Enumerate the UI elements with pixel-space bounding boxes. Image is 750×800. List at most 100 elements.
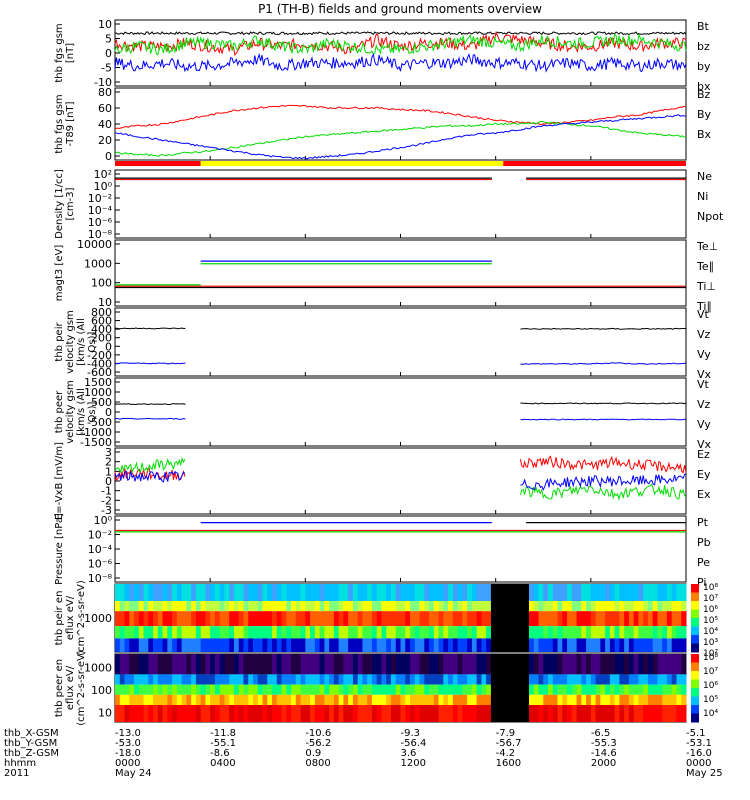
spectro-cell [167, 654, 173, 675]
footer-value-0-4: -7.9 [496, 728, 516, 739]
spectro-cell [581, 601, 587, 612]
spectro-cell [333, 638, 340, 652]
spectro-cell [191, 694, 197, 705]
spectro-cell [224, 654, 230, 675]
spectro-gap [495, 584, 501, 652]
series-fgs_smoothed-By [114, 120, 686, 157]
spectro-cell [219, 626, 225, 639]
spectro-cell [129, 611, 135, 627]
spectro-cell [172, 694, 178, 705]
spectro-cell [548, 626, 554, 639]
spectro-cell [395, 705, 401, 722]
legend-pressure: Pt [697, 516, 709, 529]
spectro-cell [281, 705, 287, 722]
colorbar-label: 10³ [703, 638, 718, 648]
spectro-cell [410, 684, 416, 695]
spectro-cell [191, 626, 197, 639]
spectro-cell [343, 694, 349, 705]
spectro-cell [448, 705, 454, 722]
spectro-cell [262, 694, 268, 705]
spectro-cell [272, 584, 278, 601]
spectro-cell [576, 694, 582, 705]
spectro-cell [405, 654, 411, 675]
spectro-cell [229, 584, 235, 601]
spectro-cell [586, 638, 592, 652]
spectro-cell [543, 705, 549, 722]
spectro-cell [134, 638, 140, 652]
spectro-cell [157, 694, 164, 705]
spectro-cell [666, 601, 673, 612]
spectro-cell [329, 601, 335, 612]
spectro-cell [676, 684, 682, 695]
spectro-cell [343, 601, 349, 612]
spectro-cell [157, 601, 164, 612]
spectro-cell [433, 638, 440, 652]
spectro-cell [286, 626, 292, 639]
spectro-cell [386, 705, 392, 722]
spectro-cell [567, 684, 573, 695]
spectro-cell [157, 584, 164, 601]
spectro-cell [115, 611, 121, 627]
spectro-cell [219, 638, 225, 652]
spectro-cell [319, 584, 325, 601]
ytick-label-fgs_smoothed: 40 [98, 118, 112, 131]
spectro-cell [486, 611, 492, 627]
spectro-cell [643, 674, 649, 685]
spectro-cell [457, 654, 463, 675]
spectro-cell [390, 584, 397, 601]
spectro-cell [329, 654, 335, 675]
spectro-cell [229, 654, 235, 675]
spectro-cell [533, 654, 539, 675]
spectro-cell [528, 611, 535, 627]
spectro-cell [291, 674, 297, 685]
spectro-cell [352, 611, 359, 627]
spectro-cell [143, 694, 149, 705]
colorbar-peir-segment [691, 643, 699, 653]
colorbar-peer-segment [691, 662, 699, 672]
spectro-cell [405, 638, 411, 652]
legend-pressure: Pe [697, 556, 710, 569]
spectro-cell [562, 638, 568, 652]
spectro-cell [671, 638, 677, 652]
ylabel-peer_eflux: (cm^2-s-sr-eV) [76, 650, 87, 726]
spectro-cell [362, 611, 368, 627]
spectro-cell [153, 638, 159, 652]
spectro-cell [586, 654, 592, 675]
spectro-cell [581, 684, 587, 695]
colorbar-label: 10⁸ [703, 583, 718, 593]
spectro-cell [548, 654, 554, 675]
spectro-cell [462, 638, 468, 652]
spectro-cell [486, 684, 492, 695]
spectro-cell [329, 705, 335, 722]
spectro-cell [381, 684, 387, 695]
spectro-cell [590, 601, 597, 612]
spectro-cell [362, 705, 368, 722]
spectro-cell [609, 654, 616, 675]
spectro-cell [243, 601, 249, 612]
spectro-cell [233, 611, 240, 627]
spectro-cell [348, 684, 354, 695]
spectro-cell [452, 654, 459, 675]
spectro-cell [424, 638, 430, 652]
ylabel-peir_eflux: thb peir en [54, 591, 65, 646]
spectro-cell [295, 654, 302, 675]
spectro-cell [172, 638, 178, 652]
footer-value-1-5: -55.3 [591, 738, 617, 749]
spectro-cell [410, 601, 416, 612]
spectro-cell [153, 705, 159, 722]
spectro-cell [533, 684, 539, 695]
spectro-cell [153, 694, 159, 705]
spectro-cell [143, 674, 149, 685]
panel-frame-peir_velocity [114, 307, 687, 377]
colorbar-label: 10⁵ [703, 616, 718, 626]
spectro-cell [314, 626, 321, 639]
spectro-cell [557, 674, 563, 685]
footer-value-2-3: 3.6 [401, 748, 417, 759]
spectro-cell [262, 705, 268, 722]
spectro-cell [129, 674, 135, 685]
spectro-cell [219, 601, 225, 612]
spectro-cell [410, 654, 416, 675]
spectro-cell [162, 611, 168, 627]
ylabel-density: [cm-3] [65, 187, 76, 220]
spectro-cell [381, 601, 387, 612]
